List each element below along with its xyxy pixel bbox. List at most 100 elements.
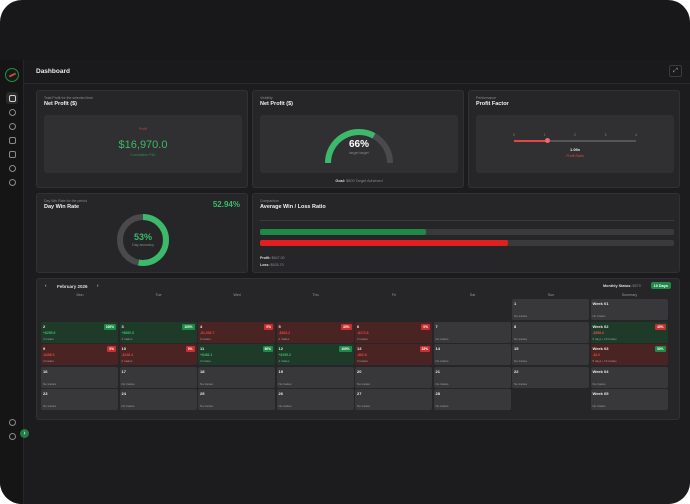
weekday-header: Sat	[469, 293, 476, 297]
refresh-icon[interactable]	[6, 120, 18, 132]
settings-icon[interactable]	[6, 176, 18, 188]
net-profit-card: Total Profit for the selected time Net P…	[36, 90, 248, 188]
profit-factor-fill	[514, 140, 547, 142]
calendar-day-cell[interactable]: 17 No trades	[119, 366, 197, 388]
loss-bar-fill	[260, 240, 509, 246]
trade-count: 4 trades	[121, 336, 133, 341]
day-number: 15	[514, 346, 519, 351]
users-icon[interactable]	[6, 106, 18, 118]
monthly-status: Monthly Status: $970	[603, 284, 641, 288]
day-pnl: -$588.6	[592, 330, 605, 335]
weekday-header: Tue	[155, 293, 162, 297]
trade-count: No trades	[278, 381, 292, 386]
prev-month-button[interactable]: ‹	[45, 283, 47, 288]
donut-fill	[117, 214, 169, 266]
calendar-day-cell[interactable]: 23 No trades	[41, 389, 118, 410]
calendar-day-cell[interactable]: 24 No trades	[119, 389, 197, 410]
profit-bar-track	[260, 229, 674, 235]
day-number: 23	[43, 391, 48, 396]
day-number: 21	[435, 368, 440, 374]
calendar-day-cell[interactable]: 11 60% +$482.1 3 trades	[198, 344, 275, 365]
calendar-day-cell[interactable]: 16 No trades	[41, 366, 118, 388]
theme-icon[interactable]	[6, 416, 18, 428]
day-pnl: -$263.2	[278, 330, 291, 335]
calendar-day-cell[interactable]: 7 No trades	[433, 321, 511, 343]
profit-bar-fill	[260, 229, 426, 235]
calendar-day-cell[interactable]: 12 100% +$195.2 4 trades	[276, 344, 354, 365]
profit-note-bottom: Cumulative P&L	[130, 153, 156, 157]
week-summary-cell[interactable]: Week 05 No trades	[590, 389, 668, 410]
loss-line: Loss: $626.70	[260, 263, 284, 267]
week-summary-cell[interactable]: Week 01 No trades	[590, 299, 668, 320]
day-number: 8	[514, 323, 517, 329]
calendar-day-cell[interactable]: 13 33% -$62.8 3 trades	[355, 344, 432, 365]
day-number: 27	[357, 391, 362, 396]
trade-count: 3 trades	[200, 359, 211, 363]
profit-factor-track	[514, 138, 636, 143]
trade-count: No trades	[357, 404, 371, 408]
card-caption: Total Profit for the selected time	[44, 96, 94, 100]
card-title: Profit Factor	[476, 101, 509, 107]
calendar-day-cell[interactable]: 15 No trades	[512, 344, 589, 365]
day-number: 16	[43, 368, 48, 374]
calendar-day-cell[interactable]: 14 No trades	[433, 344, 511, 365]
win-rate-badge: 50%	[655, 346, 666, 352]
calendar-day-cell[interactable]: 27 No trades	[355, 389, 432, 410]
trade-count: No trades	[121, 381, 135, 386]
calendar-day-cell[interactable]: 8 No trades	[512, 321, 589, 343]
calendar-day-cell[interactable]: 9 0% -$488.0 4 trades	[41, 344, 118, 365]
calendar-day-cell[interactable]: 26 No trades	[276, 389, 354, 410]
calendar-day-cell[interactable]: 1 No trades	[512, 299, 589, 320]
calendar-day-cell[interactable]: 21 No trades	[433, 366, 511, 388]
day-number: Week 05	[592, 391, 609, 396]
calendar-day-cell[interactable]: 6 0% -$172.8 3 trades	[355, 321, 432, 343]
calendar-day-cell[interactable]: 20 No trades	[355, 366, 432, 388]
day-pnl: +$680.5	[121, 330, 134, 335]
calendar-day-cell[interactable]: 18 No trades	[198, 366, 275, 388]
logo-icon[interactable]	[5, 68, 19, 82]
trade-count: 3 trades	[43, 336, 54, 341]
day-number: 6	[357, 323, 360, 329]
goal-text: $800 Target Achieved	[346, 179, 383, 183]
calendar-day-cell[interactable]: 4 0% -$1,092.7 6 trades	[198, 321, 275, 343]
win-rate-badge: 60%	[262, 346, 273, 352]
calendar-day-cell[interactable]: 10 0% -$128.4 2 trades	[119, 344, 197, 365]
day-pnl: +$482.1	[200, 353, 213, 357]
gauge-percentage: 66%	[348, 139, 369, 150]
trade-count: 4 trades	[43, 359, 54, 363]
win-rate-badge: 100%	[103, 323, 116, 330]
profit-factor-tick: 3	[604, 133, 607, 137]
calendar-grid: Mon Tue Wed Thu Fri Sat Sun Summary 1 No trades We…	[41, 279, 677, 421]
day-number: Week 01	[592, 301, 609, 306]
calendar-day-cell[interactable]: 28 No trades	[433, 389, 511, 410]
fullscreen-button[interactable]: ⤢	[669, 65, 682, 77]
card-title: Average Win / Loss Ratio	[260, 204, 326, 210]
chat-icon[interactable]	[6, 162, 18, 174]
trade-count: 5 days • 18 trades	[592, 336, 617, 341]
weekday-header: Sun	[547, 293, 555, 297]
day-win-donut	[117, 214, 169, 266]
calendar-day-cell[interactable]: 25 No trades	[198, 389, 275, 410]
week-summary-cell[interactable]: Week 02 40% -$588.6 5 days • 18 trades	[590, 321, 668, 343]
calendar-day-cell[interactable]: 2 100% +$259.6 3 trades	[41, 321, 118, 343]
trade-count: No trades	[514, 381, 528, 386]
calendar-day-cell[interactable]: 19 No trades	[276, 366, 354, 388]
week-summary-cell[interactable]: Week 04 No trades	[590, 366, 668, 388]
calendar-day-cell[interactable]: 3 100% +$680.5 4 trades	[119, 321, 197, 343]
calendar-day-cell[interactable]: 5 33% -$263.2 2 trades	[276, 321, 354, 343]
logout-icon[interactable]	[6, 430, 18, 442]
dashboard-icon[interactable]	[6, 92, 18, 104]
expand-sidebar-button[interactable]: ›	[20, 429, 29, 438]
calendar-day-cell[interactable]: 22 No trades	[512, 366, 589, 388]
next-month-button[interactable]: ›	[97, 283, 99, 288]
link-icon[interactable]	[6, 134, 18, 146]
trade-count: 3 trades	[357, 359, 368, 363]
win-rate-badge: 100%	[339, 346, 352, 352]
profit-note-top: Profit	[138, 127, 148, 131]
day-number: 10	[121, 346, 126, 351]
weekday-header: Thu	[312, 293, 319, 297]
day-pnl: +$259.6	[43, 330, 56, 335]
trade-count: No trades	[592, 314, 606, 318]
calendar-icon[interactable]	[6, 148, 18, 160]
week-summary-cell[interactable]: Week 03 50% -$2.0 5 days • 16 trades	[590, 344, 668, 365]
